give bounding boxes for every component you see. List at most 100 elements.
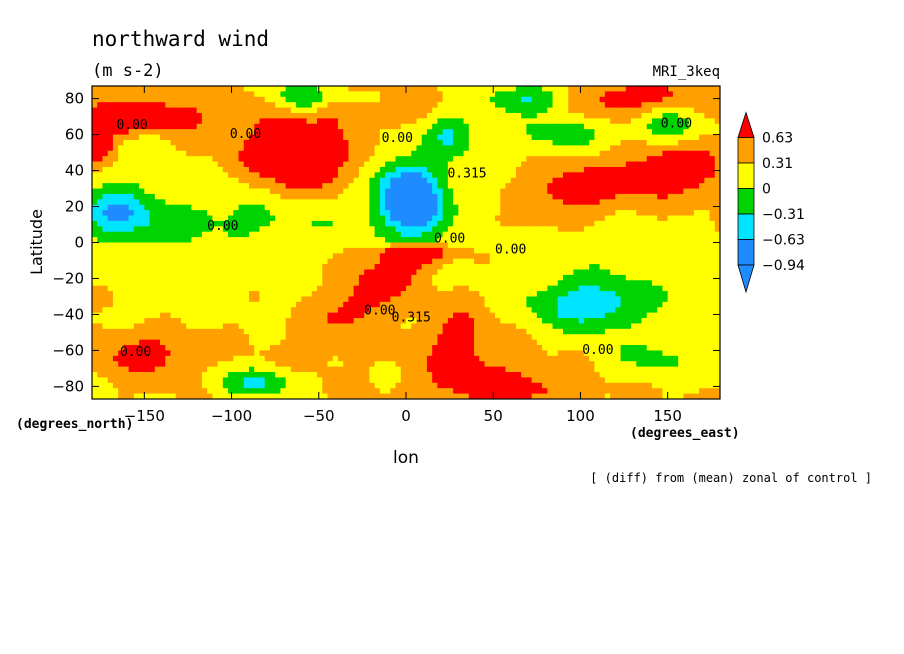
field-cell bbox=[474, 91, 480, 98]
field-cell bbox=[348, 156, 355, 163]
field-cell bbox=[128, 139, 135, 146]
field-cell bbox=[474, 210, 480, 217]
field-cell bbox=[144, 107, 151, 114]
field-cell bbox=[599, 296, 606, 303]
field-cell bbox=[510, 96, 517, 103]
field-cell bbox=[432, 134, 438, 141]
field-cell bbox=[426, 204, 433, 211]
field-cell bbox=[510, 150, 517, 157]
field-cell bbox=[327, 226, 334, 233]
field-cell bbox=[118, 226, 124, 233]
field-cell bbox=[97, 177, 104, 184]
field-cell bbox=[442, 285, 449, 292]
field-cell bbox=[133, 274, 140, 281]
field-cell bbox=[442, 134, 449, 141]
field-cell bbox=[217, 291, 224, 298]
field-cell bbox=[494, 280, 501, 287]
field-cell bbox=[536, 264, 543, 271]
field-cell bbox=[406, 269, 412, 276]
field-cell bbox=[228, 91, 234, 98]
field-cell bbox=[212, 102, 219, 109]
field-cell bbox=[536, 215, 543, 222]
field-cell bbox=[437, 226, 444, 233]
field-cell bbox=[474, 215, 480, 222]
field-cell bbox=[714, 258, 720, 265]
field-cell bbox=[568, 264, 575, 271]
field-cell bbox=[379, 242, 386, 249]
field-cell bbox=[285, 91, 292, 98]
field-cell bbox=[128, 231, 135, 238]
field-cell bbox=[186, 134, 193, 141]
field-cell bbox=[207, 123, 213, 130]
field-cell bbox=[416, 112, 423, 119]
field-cell bbox=[175, 204, 182, 211]
field-cell bbox=[285, 177, 292, 184]
field-cell bbox=[421, 264, 428, 271]
field-cell bbox=[207, 172, 213, 179]
field-cell bbox=[636, 253, 643, 260]
field-cell bbox=[348, 112, 355, 119]
field-cell bbox=[390, 102, 397, 109]
field-cell bbox=[269, 258, 276, 265]
field-cell bbox=[186, 156, 193, 163]
field-cell bbox=[343, 183, 350, 190]
field-cell bbox=[259, 193, 266, 200]
field-cell bbox=[678, 220, 684, 227]
field-cell bbox=[678, 123, 684, 130]
field-cell bbox=[531, 177, 538, 184]
field-cell bbox=[290, 183, 297, 190]
field-cell bbox=[437, 210, 444, 217]
field-cell bbox=[238, 145, 245, 152]
field-cell bbox=[332, 226, 339, 233]
field-cell bbox=[714, 285, 720, 292]
field-cell bbox=[641, 102, 648, 109]
field-cell bbox=[275, 301, 281, 308]
field-cell bbox=[610, 237, 616, 244]
field-cell bbox=[625, 139, 632, 146]
field-cell bbox=[432, 237, 438, 244]
field-cell bbox=[97, 264, 104, 271]
field-cell bbox=[406, 139, 412, 146]
field-cell bbox=[578, 112, 585, 119]
field-cell bbox=[228, 161, 234, 168]
field-cell bbox=[196, 183, 203, 190]
field-cell bbox=[447, 172, 454, 179]
field-cell bbox=[620, 199, 627, 206]
field-cell bbox=[191, 96, 198, 103]
field-cell bbox=[269, 253, 276, 260]
field-cell bbox=[426, 118, 433, 125]
field-cell bbox=[118, 96, 124, 103]
field-cell bbox=[437, 177, 444, 184]
field-cell bbox=[542, 188, 548, 195]
field-cell bbox=[631, 226, 637, 233]
field-cell bbox=[301, 220, 308, 227]
field-cell bbox=[222, 188, 229, 195]
field-cell bbox=[390, 150, 397, 157]
field-cell bbox=[599, 253, 606, 260]
field-cell bbox=[494, 253, 501, 260]
field-cell bbox=[238, 301, 245, 308]
field-cell bbox=[437, 231, 444, 238]
field-cell bbox=[228, 166, 234, 173]
field-cell bbox=[207, 188, 213, 195]
field-cell bbox=[107, 242, 114, 249]
field-cell bbox=[594, 199, 601, 206]
field-cell bbox=[322, 253, 329, 260]
field-cell bbox=[395, 199, 402, 206]
field-cell bbox=[358, 258, 365, 265]
field-cell bbox=[290, 269, 297, 276]
field-cell bbox=[714, 204, 720, 211]
field-cell bbox=[683, 215, 690, 222]
field-cell bbox=[699, 258, 705, 265]
field-cell bbox=[521, 291, 527, 298]
field-cell bbox=[426, 215, 433, 222]
field-cell bbox=[290, 123, 297, 130]
field-cell bbox=[468, 112, 475, 119]
field-cell bbox=[290, 301, 297, 308]
field-cell bbox=[667, 96, 674, 103]
field-cell bbox=[489, 280, 496, 287]
field-cell bbox=[160, 118, 166, 125]
field-cell bbox=[207, 291, 213, 298]
field-cell bbox=[170, 231, 177, 238]
field-cell bbox=[693, 183, 700, 190]
